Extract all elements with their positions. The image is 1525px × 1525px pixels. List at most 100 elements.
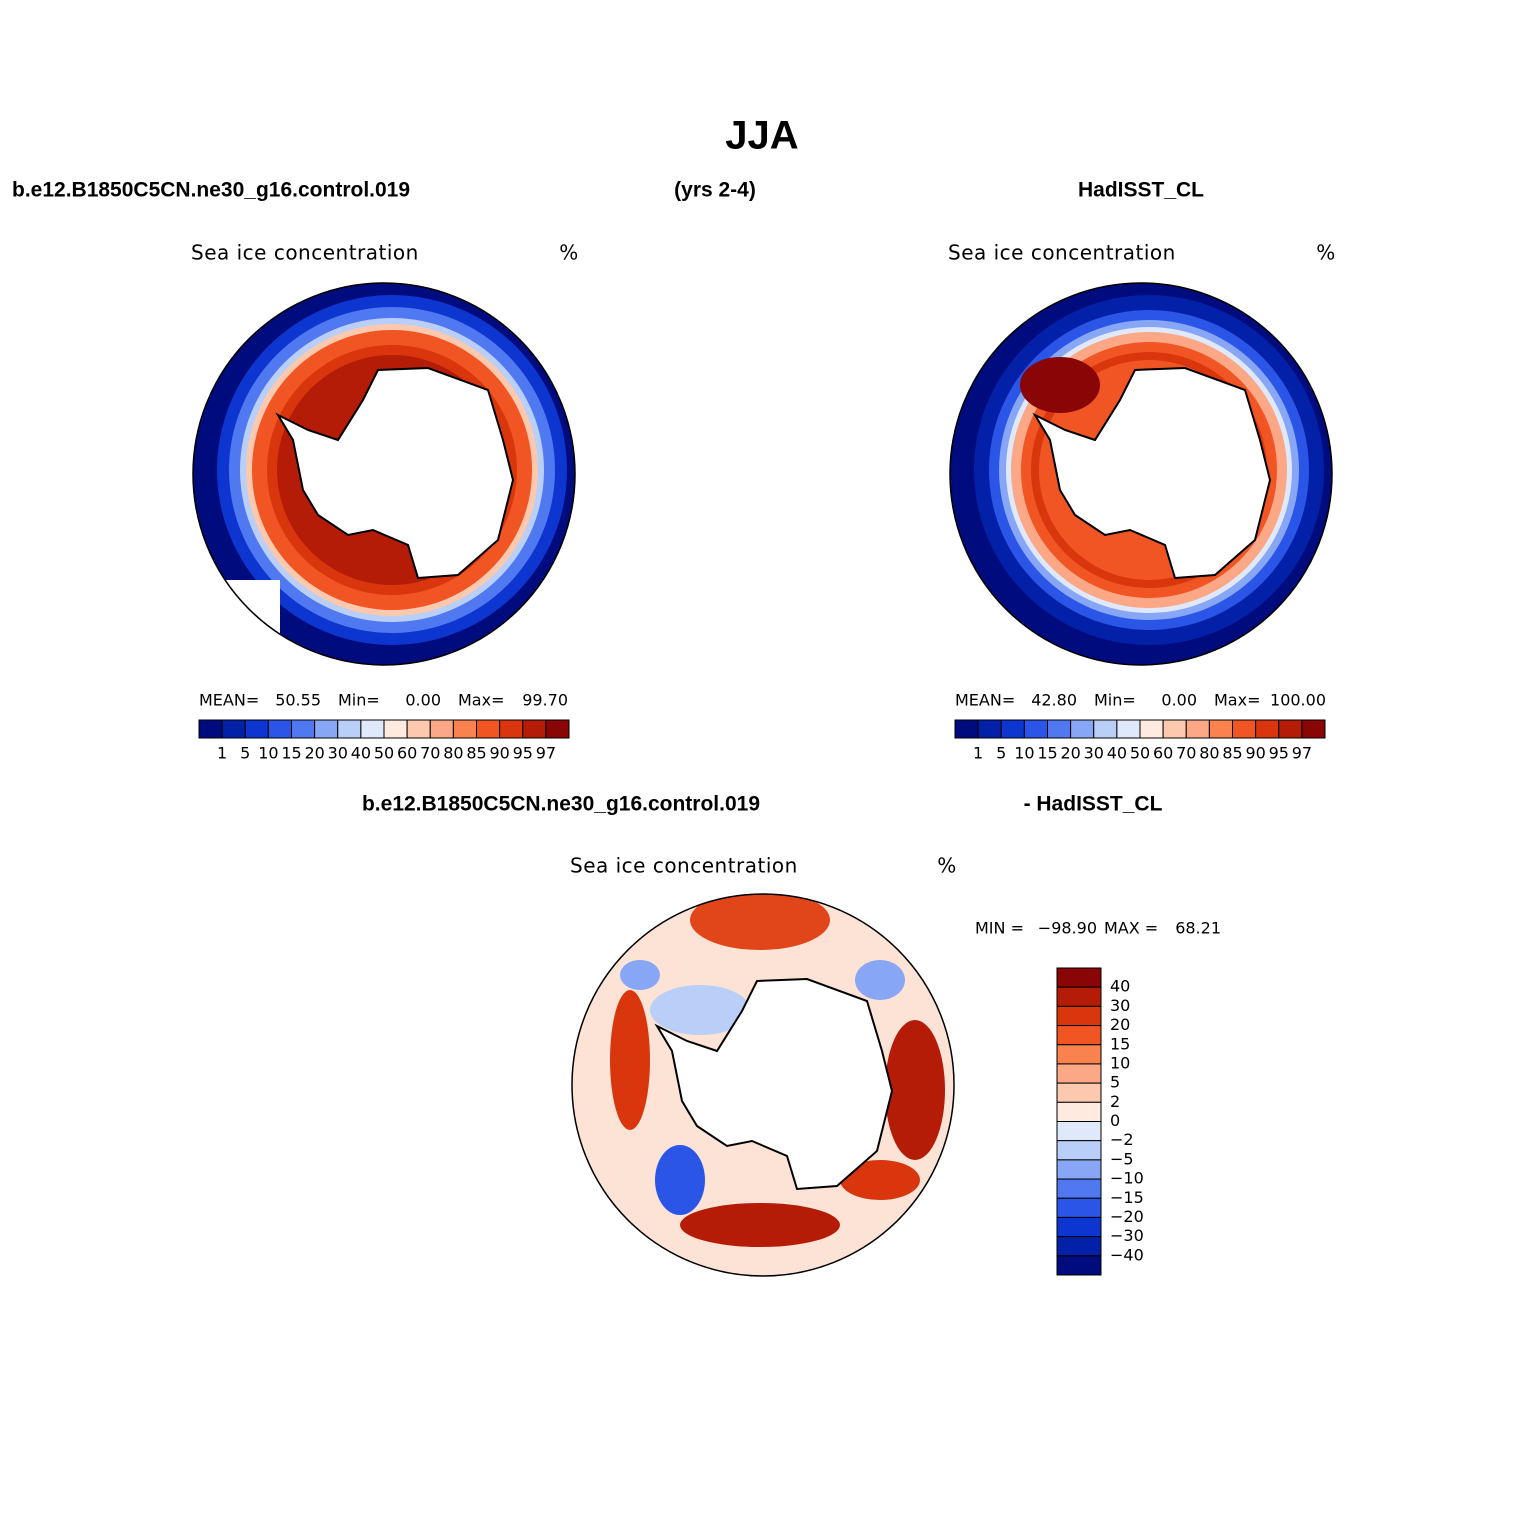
antarctica	[1032, 366, 1272, 580]
colorbar-label: 30	[1084, 744, 1104, 763]
colorbar-label: 15	[1110, 1034, 1130, 1053]
map-border	[192, 282, 576, 666]
colorbar-box	[383, 719, 408, 739]
colorbar-label: 70	[1176, 744, 1196, 763]
colorbar-label: 95	[513, 744, 533, 763]
colorbar-label: −10	[1110, 1169, 1144, 1188]
panel-units: %	[937, 854, 957, 878]
colorbar-label: 20	[1060, 744, 1080, 763]
stat-value: 99.70	[522, 691, 568, 710]
colorbar-box	[522, 719, 547, 739]
colorbar-label: 1	[973, 744, 983, 763]
panel-units: %	[559, 241, 579, 265]
colorbar-box	[1232, 719, 1257, 739]
colorbar-box	[244, 719, 269, 739]
antarctica	[275, 366, 515, 580]
header-left: b.e12.B1850C5CN.ne30_g16.control.019	[12, 179, 410, 202]
colorbar-label: 15	[281, 744, 301, 763]
colorbar-box	[1208, 719, 1233, 739]
colorbar-box	[360, 719, 385, 739]
colorbar-label: 50	[374, 744, 394, 763]
map	[572, 894, 954, 1276]
colorbar-label: 5	[996, 744, 1006, 763]
header-center: (yrs 2-4)	[674, 179, 756, 202]
map-field	[620, 960, 660, 990]
colorbar-box	[429, 719, 454, 739]
colorbar-box	[267, 719, 292, 739]
colorbar-box	[1056, 967, 1102, 988]
colorbar-box	[452, 719, 477, 739]
stat-value: 50.55	[275, 691, 321, 710]
colorbar-box	[337, 719, 362, 739]
stat-value: 42.80	[1031, 691, 1077, 710]
colorbar-box	[198, 719, 223, 739]
colorbar-label: −40	[1110, 1245, 1144, 1264]
colorbar-box	[977, 719, 1002, 739]
stat-name: Min=	[1094, 691, 1136, 710]
colorbar-label: 5	[1110, 1073, 1120, 1092]
colorbar-label: −20	[1110, 1207, 1144, 1226]
colorbar-label: 5	[240, 744, 250, 763]
colorbar-label: 80	[443, 744, 463, 763]
map-field	[690, 894, 830, 950]
colorbar-box	[1185, 719, 1210, 739]
colorbar-label: 15	[1037, 744, 1057, 763]
stat-value: −98.90	[1038, 919, 1097, 938]
stat-name: Min=	[338, 691, 380, 710]
colorbar-label: 40	[351, 744, 371, 763]
stat-name: MAX =	[1104, 919, 1158, 938]
colorbar-label: 85	[1222, 744, 1242, 763]
colorbar-label: −30	[1110, 1226, 1144, 1245]
stat-value: 0.00	[405, 691, 441, 710]
colorbar-box	[1056, 1216, 1102, 1238]
colorbar-box	[1056, 1025, 1102, 1046]
stat-name: MIN =	[975, 919, 1024, 938]
colorbar-label: 10	[1014, 744, 1034, 763]
figure-title: JJA	[725, 114, 798, 158]
panel-title: Sea ice concentration	[948, 241, 1176, 265]
colorbar-box	[1000, 719, 1025, 739]
diff-header-left: b.e12.B1850C5CN.ne30_g16.control.019	[362, 793, 760, 816]
colorbar-box	[1255, 719, 1280, 739]
colorbar-box	[1116, 719, 1141, 739]
colorbar-box	[1278, 719, 1303, 739]
map-field	[680, 1203, 840, 1247]
colorbar-box	[954, 719, 979, 739]
colorbar-label: 97	[536, 744, 556, 763]
colorbar-label: 85	[466, 744, 486, 763]
colorbar-box	[476, 719, 501, 739]
colorbar-box	[1056, 1082, 1102, 1103]
colorbar-label: 30	[328, 744, 348, 763]
colorbar-box	[1056, 1140, 1102, 1161]
colorbar-label: −2	[1110, 1130, 1134, 1149]
colorbar-box	[1056, 1178, 1102, 1199]
colorbar-box	[1056, 986, 1102, 1007]
colorbar-label: 0	[1110, 1111, 1120, 1130]
colorbar-label: 60	[1153, 744, 1173, 763]
colorbar-box	[1056, 1121, 1102, 1142]
colorbar-label: 60	[397, 744, 417, 763]
colorbar-box	[499, 719, 524, 739]
stat-name: Max=	[458, 691, 504, 710]
colorbar-box	[221, 719, 246, 739]
map-field	[855, 960, 905, 1000]
colorbar-label: 20	[304, 744, 324, 763]
map-field	[1020, 357, 1100, 413]
colorbar-label: 10	[258, 744, 278, 763]
antarctica	[654, 977, 894, 1191]
colorbar-box	[1056, 1159, 1102, 1180]
colorbar-box	[1056, 1044, 1102, 1065]
colorbar-label: 97	[1292, 744, 1312, 763]
stat-value: 68.21	[1175, 919, 1221, 938]
colorbar-label: −5	[1110, 1149, 1134, 1168]
colorbar-label: 10	[1110, 1053, 1130, 1072]
colorbar-box	[1162, 719, 1187, 739]
map-field	[840, 1160, 920, 1200]
colorbar-label: 2	[1110, 1092, 1120, 1111]
colorbar-box	[1056, 1236, 1102, 1257]
panel-title: Sea ice concentration	[191, 241, 419, 265]
colorbar-box	[314, 719, 339, 739]
map	[193, 283, 575, 665]
colorbar-label: 90	[489, 744, 509, 763]
map-border	[571, 893, 955, 1277]
